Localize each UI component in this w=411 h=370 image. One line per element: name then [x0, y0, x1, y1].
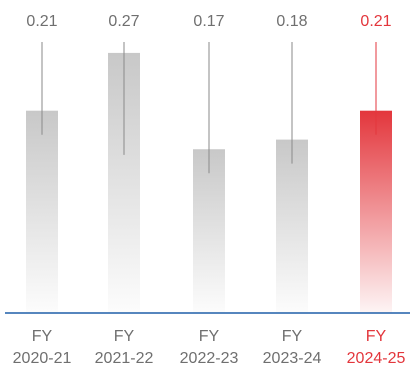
value-label-FY 2022-23: 0.17 [193, 13, 224, 30]
x-tick-labels-group: FY 2020-21 FY 2021-22 FY 2022-23 FY 2023-24 FY 20… [13, 328, 406, 367]
x-tick-label-FY 2024-25-line2: 2024-25 [347, 350, 406, 367]
x-tick-label-FY 2024-25-line1: FY [366, 328, 387, 345]
value-label-FY 2021-22: 0.27 [108, 13, 139, 30]
x-tick-label-FY 2020-21-line2: 2020-21 [13, 350, 72, 367]
value-label-FY 2023-24: 0.18 [276, 13, 307, 30]
value-labels-group: 0.21 0.27 0.17 0.18 0.21 [26, 13, 391, 30]
x-tick-label-FY 2022-23-line1: FY [199, 328, 220, 345]
x-tick-label-FY 2022-23-line2: 2022-23 [180, 350, 239, 367]
value-label-FY 2020-21: 0.21 [26, 13, 57, 30]
bar-FY 2023-24 [276, 139, 308, 313]
value-label-FY 2024-25: 0.21 [360, 13, 391, 30]
whiskers-group [41, 42, 377, 174]
x-tick-label-FY 2021-22-line2: 2021-22 [95, 350, 154, 367]
x-tick-label-FY 2023-24-line2: 2023-24 [263, 350, 322, 367]
bar-FY 2020-21 [26, 110, 58, 313]
bar-FY 2024-25 [360, 110, 392, 313]
bars-group [26, 52, 392, 314]
x-tick-label-FY 2021-22-line1: FY [114, 328, 135, 345]
bar-FY 2022-23 [193, 149, 225, 313]
x-tick-label-FY 2023-24-line1: FY [282, 328, 303, 345]
x-tick-label-FY 2020-21-line1: FY [32, 328, 53, 345]
